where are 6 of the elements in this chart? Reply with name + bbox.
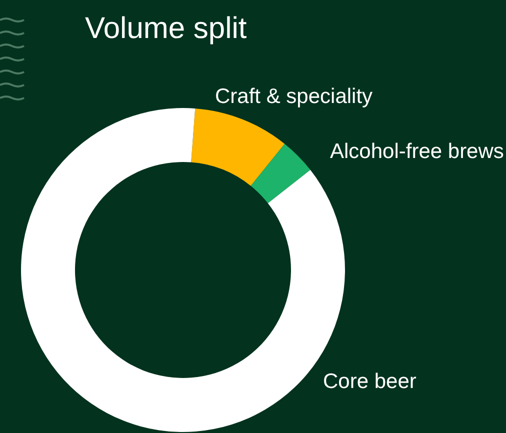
donut-slice [191, 108, 285, 186]
donut-slice [250, 144, 310, 204]
slice-label: Alcohol-free brews [330, 140, 504, 163]
slice-label: Craft & speciality [215, 85, 374, 108]
slice-label: Core beer [323, 370, 416, 393]
chart-title: Volume split [85, 12, 248, 45]
